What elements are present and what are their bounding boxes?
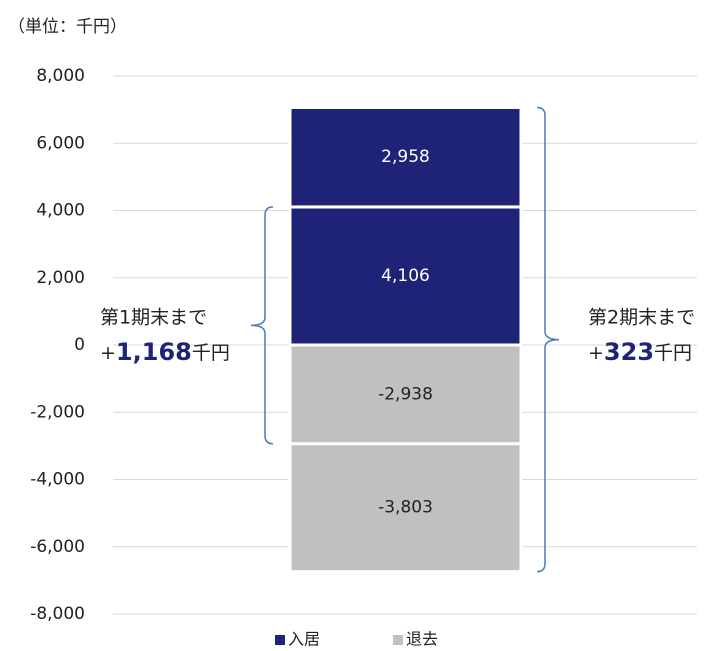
bracket bbox=[536, 106, 560, 573]
bar-segment bbox=[288, 442, 523, 574]
bar-segment bbox=[288, 205, 523, 347]
y-tick-label: 8,000 bbox=[36, 66, 85, 86]
annotation-sign: + bbox=[100, 342, 116, 364]
annotation-amount: 323 bbox=[604, 338, 654, 366]
legend-swatch bbox=[275, 635, 285, 645]
legend-label: 退去 bbox=[406, 630, 438, 649]
bar-segment bbox=[288, 105, 523, 209]
annotation-value: +323千円 bbox=[588, 338, 692, 366]
annotation-value: +1,168千円 bbox=[100, 338, 230, 366]
annotation-amount: 1,168 bbox=[116, 338, 192, 366]
y-tick-label: -2,000 bbox=[30, 402, 85, 422]
y-tick-label: -4,000 bbox=[30, 470, 85, 490]
annotation-sign: + bbox=[588, 342, 604, 364]
legend-swatch bbox=[393, 635, 403, 645]
data-label: 2,958 bbox=[381, 147, 430, 167]
annotation-unit: 千円 bbox=[654, 342, 692, 364]
y-tick-label: -8,000 bbox=[30, 604, 85, 624]
y-tick-label: -6,000 bbox=[30, 537, 85, 557]
legend-label: 入居 bbox=[288, 630, 320, 649]
y-tick-label: 4,000 bbox=[36, 201, 85, 221]
annotation-title: 第2期末まで bbox=[588, 307, 695, 329]
y-tick-label: 2,000 bbox=[36, 268, 85, 288]
bracket bbox=[250, 206, 274, 445]
y-tick-label: 6,000 bbox=[36, 133, 85, 153]
data-label: -2,938 bbox=[378, 384, 433, 404]
data-label: -3,803 bbox=[378, 498, 433, 518]
data-label: 4,106 bbox=[381, 266, 430, 286]
unit-label: （単位：千円） bbox=[8, 17, 127, 37]
annotation-unit: 千円 bbox=[192, 342, 230, 364]
annotation-title: 第1期末まで bbox=[100, 307, 207, 329]
y-tick-label: 0 bbox=[74, 335, 85, 355]
